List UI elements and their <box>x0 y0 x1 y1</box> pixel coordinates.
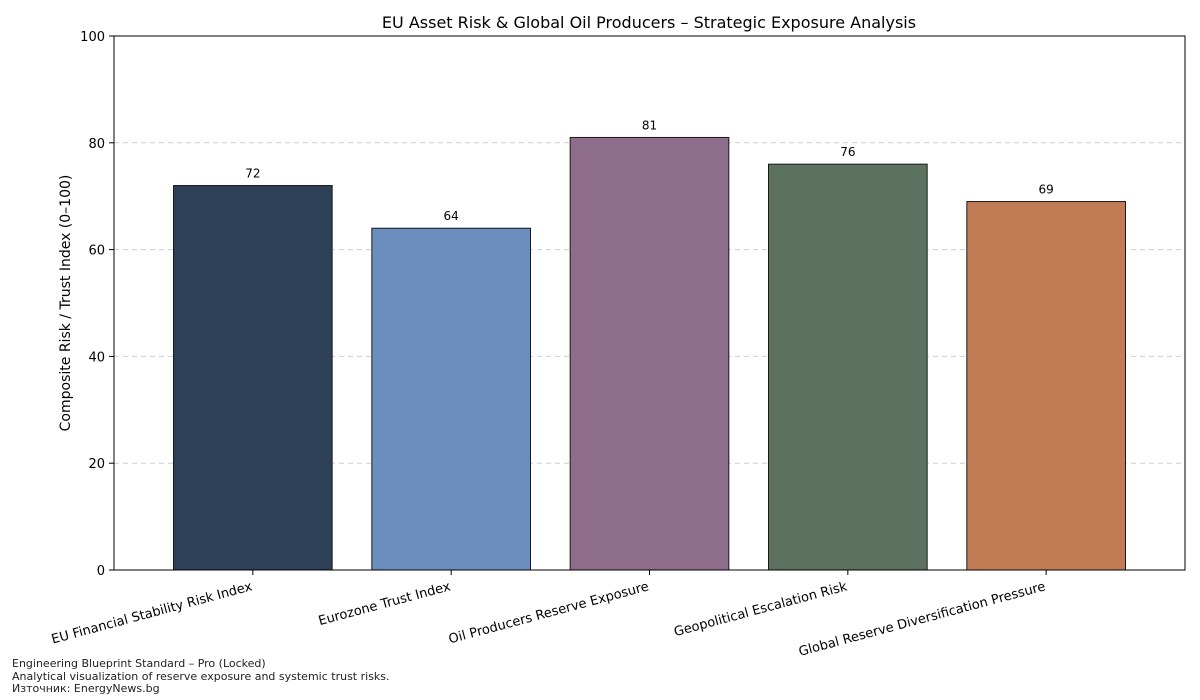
y-tick-label: 60 <box>88 244 105 259</box>
y-tick-label: 80 <box>88 137 105 152</box>
bar <box>173 185 333 571</box>
footer: Engineering Blueprint Standard – Pro (Lo… <box>12 657 390 696</box>
bar-data-label: 81 <box>642 118 657 132</box>
bar <box>371 227 532 571</box>
y-tick-label: 0 <box>97 564 105 579</box>
bar-layer: 72 64 81 76 69 <box>173 118 1126 571</box>
bar <box>966 201 1126 571</box>
bar-data-label: 64 <box>444 209 459 223</box>
bar <box>768 163 928 571</box>
bar-data-label: 76 <box>840 145 855 159</box>
bar-data-label: 69 <box>1039 183 1054 197</box>
x-tick-label: Geopolitical Escalation Risk <box>672 579 849 640</box>
y-tick-label: 20 <box>88 457 105 472</box>
x-tick-label: EU Financial Stability Risk Index <box>50 579 254 647</box>
y-axis-label: Composite Risk / Trust Index (0–100) <box>58 175 74 432</box>
y-tick-label: 100 <box>80 30 105 45</box>
footer-line-standard: Engineering Blueprint Standard – Pro (Lo… <box>12 657 266 670</box>
bar-data-label: 72 <box>245 167 260 181</box>
footer-line-description: Analytical visualization of reserve expo… <box>12 669 390 683</box>
chart-title: EU Asset Risk & Global Oil Producers – S… <box>382 13 916 32</box>
x-tick-label: Oil Producers Reserve Exposure <box>447 579 651 647</box>
bar <box>569 136 730 571</box>
x-tick-label: Eurozone Trust Index <box>317 579 453 629</box>
y-tick-label: 40 <box>88 350 105 365</box>
footer-line-source: Източник: EnergyNews.bg <box>12 682 160 695</box>
